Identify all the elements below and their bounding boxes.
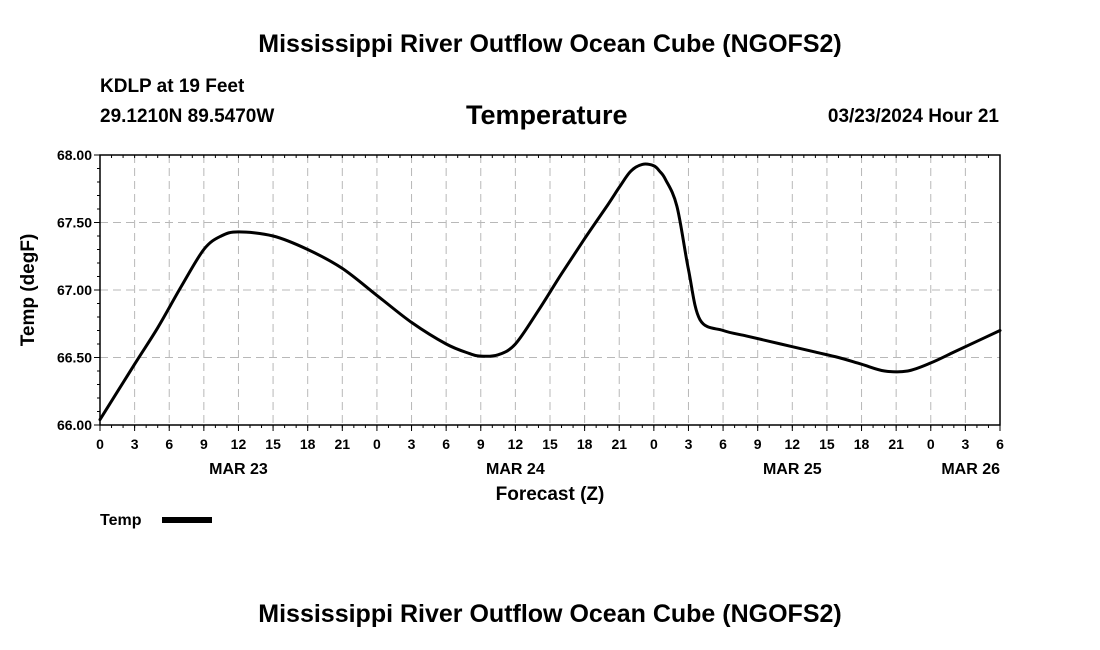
day-label: MAR 24 xyxy=(486,461,545,478)
x-tick-label: 12 xyxy=(785,436,801,452)
x-tick-label: 18 xyxy=(577,436,593,452)
x-tick-label: 6 xyxy=(719,436,727,452)
x-tick-label: 3 xyxy=(408,436,416,452)
day-label: MAR 25 xyxy=(763,461,822,478)
chart-main-title: Mississippi River Outflow Ocean Cube (NG… xyxy=(258,30,842,58)
x-tick-label: 3 xyxy=(685,436,693,452)
temperature-chart: 66.00 66.50 67.00 67.50 68.00 0 3 6 9 12 15 18 21 0 3… xyxy=(18,147,1004,529)
x-tick-label: 18 xyxy=(854,436,870,452)
x-tick-label: 6 xyxy=(165,436,173,452)
axis-ticks xyxy=(94,154,1001,431)
x-tick-label: 18 xyxy=(300,436,316,452)
y-axis-label: Temp (degF) xyxy=(18,234,39,347)
x-tick-label: 0 xyxy=(96,436,104,452)
x-tick-label: 12 xyxy=(231,436,247,452)
chart-bottom-title: Mississippi River Outflow Ocean Cube (NG… xyxy=(258,600,842,628)
variable-title: Temperature xyxy=(466,100,628,130)
x-tick-label: 15 xyxy=(265,436,281,452)
x-tick-label: 9 xyxy=(200,436,208,452)
legend-label: Temp xyxy=(100,512,142,529)
x-tick-label: 15 xyxy=(819,436,835,452)
day-label: MAR 26 xyxy=(941,461,1000,478)
x-tick-label: 9 xyxy=(477,436,485,452)
x-tick-label: 6 xyxy=(996,436,1004,452)
x-tick-label: 3 xyxy=(131,436,139,452)
x-tick-label: 0 xyxy=(650,436,658,452)
x-tick-label: 12 xyxy=(508,436,524,452)
x-tick-label: 6 xyxy=(442,436,450,452)
grid-lines xyxy=(100,155,1000,425)
x-tick-label: 0 xyxy=(373,436,381,452)
day-label: MAR 23 xyxy=(209,461,268,478)
x-tick-label: 9 xyxy=(754,436,762,452)
station-name: KDLP at 19 Feet xyxy=(100,76,245,97)
x-tick-label: 21 xyxy=(335,436,351,452)
x-tick-labels: 0 3 6 9 12 15 18 21 0 3 6 9 12 15 18 21 0 3 6 9 12 15 18 21 0 3 6 xyxy=(96,436,1004,452)
x-axis-label: Forecast (Z) xyxy=(496,484,605,505)
forecast-datetime: 03/23/2024 Hour 21 xyxy=(827,106,999,127)
y-tick-labels: 66.00 66.50 67.00 67.50 68.00 xyxy=(57,147,92,433)
y-tick-label: 67.00 xyxy=(57,282,92,298)
y-tick-label: 66.50 xyxy=(57,350,92,366)
x-tick-label: 21 xyxy=(888,436,904,452)
y-tick-label: 67.50 xyxy=(57,215,92,231)
day-labels: MAR 23 MAR 24 MAR 25 MAR 26 xyxy=(209,461,1000,478)
temp-series-line xyxy=(98,162,1002,422)
x-tick-label: 21 xyxy=(611,436,627,452)
station-coordinates: 29.1210N 89.5470W xyxy=(100,106,275,127)
x-tick-label: 3 xyxy=(961,436,969,452)
y-tick-label: 68.00 xyxy=(57,147,92,163)
y-tick-label: 66.00 xyxy=(57,417,92,433)
x-tick-label: 15 xyxy=(542,436,558,452)
x-tick-label: 0 xyxy=(927,436,935,452)
